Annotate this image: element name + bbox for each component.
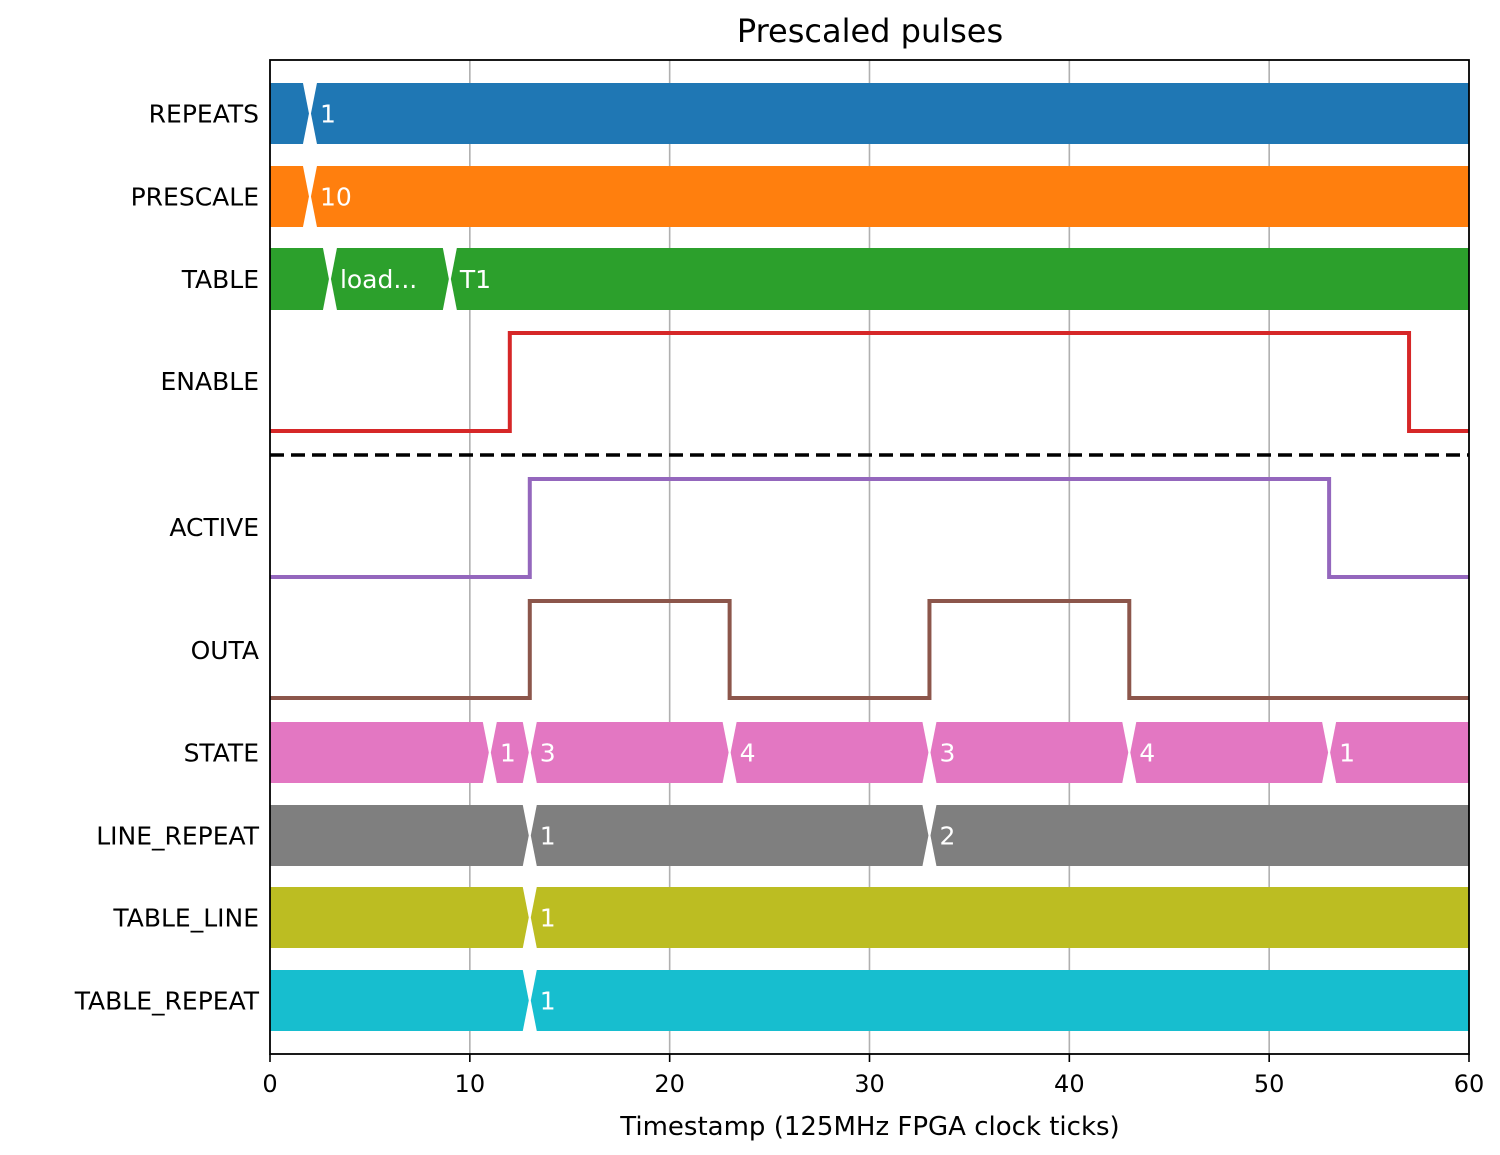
segment-value: 3 — [939, 739, 955, 768]
bus-segment — [270, 887, 529, 948]
segment-value: 3 — [540, 739, 556, 768]
bus-segment — [270, 722, 489, 783]
x-axis-label: Timestamp (125MHz FPGA clock ticks) — [619, 1112, 1119, 1142]
bit-trace — [270, 331, 1469, 433]
segment-value: 1 — [540, 987, 556, 1016]
bus-segment — [270, 805, 529, 866]
segment-value: 1 — [540, 822, 556, 851]
x-tick-label: 50 — [1254, 1070, 1285, 1098]
bus-segment — [930, 805, 1469, 866]
x-tick-label: 40 — [1054, 1070, 1085, 1098]
bus-segment — [270, 248, 329, 310]
segment-value: 4 — [740, 739, 756, 768]
segment-value: 1 — [1339, 739, 1355, 768]
chart-title: Prescaled pulses — [737, 12, 1003, 50]
x-tick-label: 30 — [854, 1070, 885, 1098]
bus-segment — [930, 722, 1129, 783]
bus-segment — [1130, 722, 1329, 783]
row-labels: REPEATS PRESCALE TABLE ENABLE ACTIVE OUTA STAT… — [74, 100, 260, 1016]
segment-value: 1 — [320, 100, 336, 129]
bus-segment — [270, 970, 529, 1031]
segment-value: 4 — [1139, 739, 1155, 768]
row-label: LINE_REPEAT — [96, 822, 259, 851]
row-label: PRESCALE — [131, 183, 259, 212]
axes: 0 10 20 30 40 50 60 — [262, 59, 1485, 1098]
x-tick-label: 10 — [455, 1070, 486, 1098]
segment-value: 2 — [939, 822, 955, 851]
bus-segment — [530, 805, 929, 866]
bus-segment — [310, 166, 1469, 227]
segment-value: T1 — [459, 265, 491, 294]
bit-trace — [270, 599, 1469, 700]
bus-segment — [450, 248, 1470, 310]
row-label: OUTA — [191, 636, 259, 665]
segment-value: load... — [340, 265, 417, 294]
segment-value: 10 — [320, 183, 352, 212]
bus-segment — [530, 722, 729, 783]
bus-segment — [730, 722, 929, 783]
bus-segment — [270, 166, 309, 227]
bit-trace — [270, 477, 1469, 579]
x-tick-label: 0 — [262, 1070, 277, 1098]
x-tick-label: 60 — [1454, 1070, 1485, 1098]
row-label: REPEATS — [149, 100, 259, 129]
bus-segment — [530, 887, 1469, 948]
segment-value: 1 — [500, 739, 516, 768]
bus-segment — [270, 83, 309, 144]
row-label: TABLE_LINE — [112, 904, 259, 933]
bus-segment — [490, 722, 529, 783]
x-tick-label: 20 — [654, 1070, 685, 1098]
bus-segment — [330, 248, 449, 310]
bus-segment — [530, 970, 1469, 1031]
bus-segment — [1330, 722, 1469, 783]
row-label: ENABLE — [161, 367, 259, 396]
bus-segment — [310, 83, 1469, 144]
row-label: TABLE_REPEAT — [74, 987, 260, 1016]
segment-value: 1 — [540, 904, 556, 933]
row-label: ACTIVE — [169, 513, 259, 542]
row-label: STATE — [184, 739, 259, 768]
row-label: TABLE — [181, 265, 259, 294]
